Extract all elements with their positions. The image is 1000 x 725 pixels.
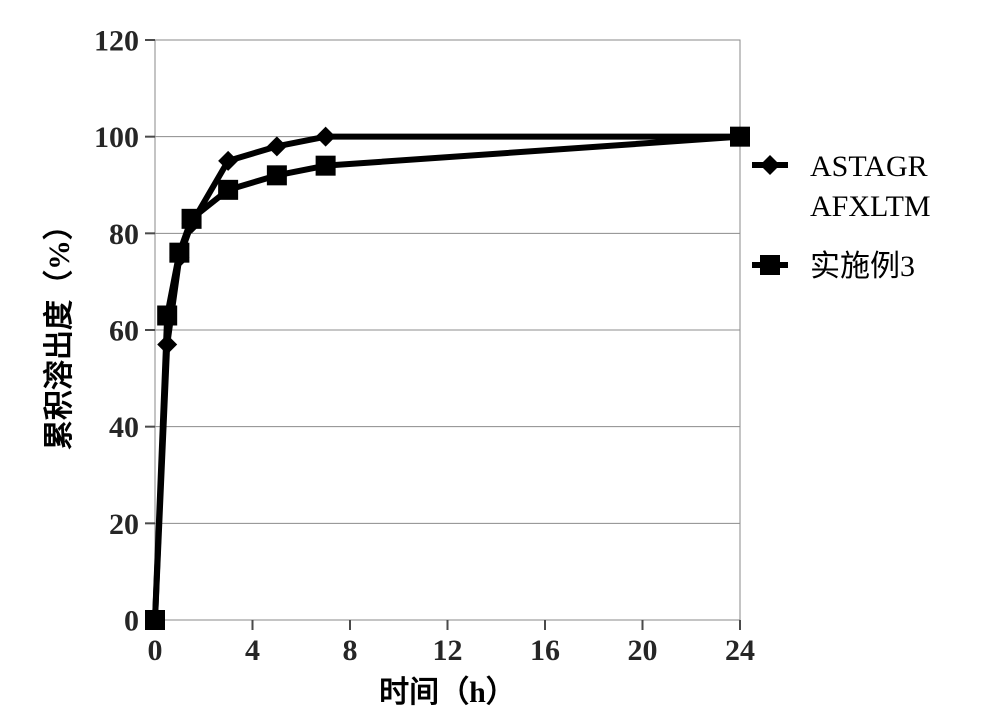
chart-svg: 0 20 40 60 80 100 120 0 4 8 12 16 20 24 时间（h） 累积溶出度（%） A… bbox=[0, 0, 1000, 720]
y-tick-label: 60 bbox=[109, 315, 139, 348]
legend-label: ASTAGR bbox=[810, 150, 928, 183]
marker-square bbox=[267, 165, 287, 185]
x-tick-label: 16 bbox=[530, 634, 560, 667]
y-tick-label: 120 bbox=[94, 25, 139, 58]
dissolution-chart: 0 20 40 60 80 100 120 0 4 8 12 16 20 24 时间（h） 累积溶出度（%） A… bbox=[0, 0, 1000, 720]
legend-label: 实施例3 bbox=[810, 250, 915, 283]
marker-square bbox=[169, 243, 189, 263]
marker-square bbox=[730, 127, 750, 147]
legend-label: AFXLTM bbox=[810, 190, 931, 223]
y-tick-label: 0 bbox=[124, 605, 139, 638]
y-tick-label: 100 bbox=[94, 121, 139, 154]
y-axis-label: 累积溶出度（%） bbox=[42, 210, 76, 450]
y-tick-label: 80 bbox=[109, 218, 139, 251]
marker-square bbox=[218, 180, 238, 200]
x-axis-label: 时间（h） bbox=[379, 675, 516, 709]
y-tick-label: 40 bbox=[109, 411, 139, 444]
x-tick-label: 8 bbox=[343, 634, 358, 667]
x-tick-label: 4 bbox=[245, 634, 260, 667]
x-tick-label: 20 bbox=[628, 634, 658, 667]
y-tick-label: 20 bbox=[109, 508, 139, 541]
marker-square bbox=[760, 255, 780, 275]
x-tick-label: 0 bbox=[148, 634, 163, 667]
marker-square bbox=[157, 306, 177, 326]
marker-square bbox=[316, 156, 336, 176]
marker-square bbox=[145, 610, 165, 630]
x-tick-label: 24 bbox=[725, 634, 755, 667]
marker-square bbox=[182, 209, 202, 229]
x-tick-label: 12 bbox=[433, 634, 463, 667]
